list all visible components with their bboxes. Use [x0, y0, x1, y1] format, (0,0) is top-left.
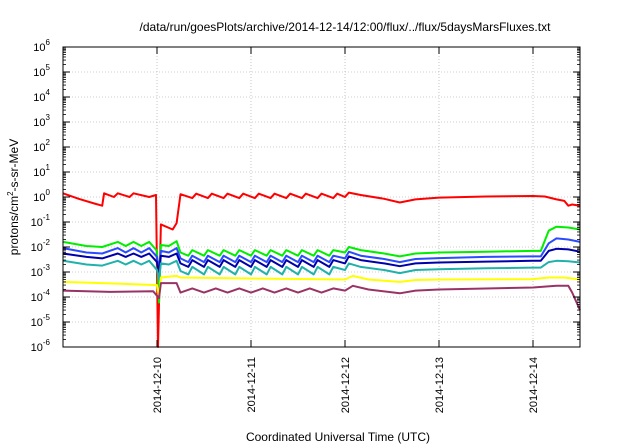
y-tick-label: 106 — [33, 38, 50, 54]
y-axis-label-after: -s-sr-MeV — [7, 139, 21, 192]
y-tick-label: 10-2 — [31, 238, 51, 254]
y-tick-labels: 10-6 10-5 10-4 10-3 10-2 10-1 100 101 102 103 104 1… — [31, 38, 51, 354]
series-line-7 — [62, 282, 581, 311]
y-tick-label: 10-3 — [31, 263, 51, 279]
series-line-3 — [62, 237, 581, 271]
series-line-1 — [62, 191, 581, 348]
y-tick-label: 105 — [33, 63, 50, 79]
y-tick-label: 10-4 — [31, 288, 51, 304]
x-tick-labels: 2014-12-10 2014-12-11 2014-12-12 2014-12-13… — [152, 357, 540, 413]
y-tick-label: 10-5 — [31, 313, 51, 329]
y-axis-label: protons/cm2-s-sr-MeV — [6, 139, 21, 255]
series-line-4 — [62, 247, 581, 275]
series-line-6 — [62, 274, 581, 298]
x-tick-label: 2014-12-11 — [246, 357, 258, 412]
y-tick-label: 100 — [33, 188, 50, 204]
x-tick-label: 2014-12-13 — [434, 357, 446, 413]
y-tick-label: 103 — [33, 113, 50, 129]
y-tick-label: 10-1 — [31, 213, 51, 229]
series-line-5 — [62, 259, 581, 281]
y-tick-label: 104 — [33, 88, 50, 104]
x-tick-label: 2014-12-10 — [152, 357, 164, 413]
series-line-2 — [62, 225, 581, 304]
x-tick-label: 2014-12-14 — [528, 357, 540, 413]
axis-ticks — [63, 46, 580, 348]
x-tick-label: 2014-12-12 — [340, 357, 352, 413]
series-layer — [62, 191, 581, 348]
y-tick-label: 102 — [33, 138, 50, 154]
y-tick-label: 10-6 — [31, 338, 51, 354]
chart-title: /data/run/goesPlots/archive/2014-12-14/1… — [140, 20, 552, 34]
y-axis-label-sup: 2 — [6, 191, 15, 196]
y-axis-label-before: protons/cm — [7, 196, 21, 255]
x-axis-label: Coordinated Universal Time (UTC) — [246, 430, 430, 444]
y-tick-label: 101 — [33, 163, 50, 179]
